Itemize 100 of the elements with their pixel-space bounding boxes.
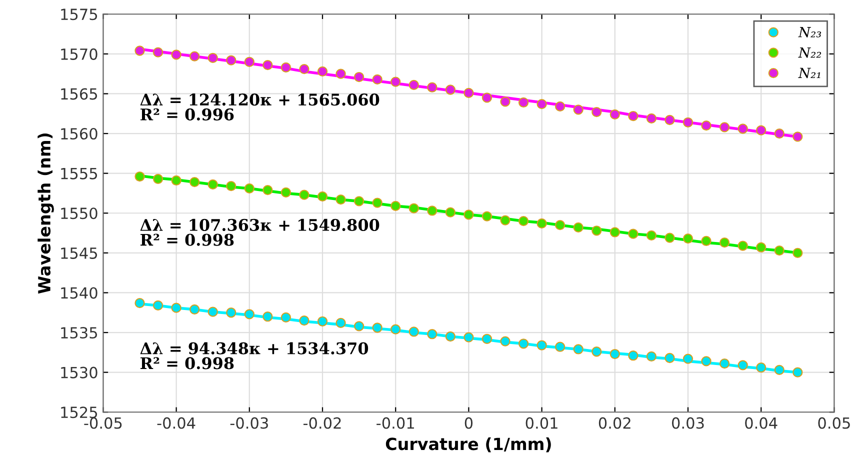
x-tick-label: 0.03 <box>672 417 704 429</box>
point <box>756 362 766 373</box>
point <box>719 122 730 132</box>
point <box>664 352 675 364</box>
point <box>208 52 218 63</box>
point <box>226 55 236 66</box>
point <box>408 326 419 337</box>
x-tick-label: -0.02 <box>303 417 341 429</box>
point <box>518 97 529 108</box>
point <box>427 206 438 216</box>
point <box>536 218 547 229</box>
point <box>592 226 602 236</box>
point <box>354 72 364 82</box>
point <box>774 245 784 256</box>
point <box>372 198 382 208</box>
legend-label: N₂₂ <box>798 47 822 58</box>
point <box>500 96 510 107</box>
point <box>226 180 236 192</box>
point <box>427 82 438 92</box>
x-tick-label: -0.03 <box>230 417 268 429</box>
point <box>500 215 510 226</box>
point <box>171 50 182 60</box>
point <box>719 238 730 248</box>
point <box>756 242 766 252</box>
y-tick-label: 1560 <box>61 128 98 140</box>
point <box>390 200 401 212</box>
point <box>317 316 328 326</box>
legend-label: N₂₁ <box>798 68 820 78</box>
point <box>336 318 346 328</box>
point <box>244 309 254 320</box>
point <box>464 210 474 220</box>
point <box>280 187 292 198</box>
point <box>701 356 712 366</box>
point <box>774 364 784 376</box>
point <box>317 191 328 202</box>
x-tick-label: -0.05 <box>84 417 122 429</box>
point <box>336 194 346 205</box>
point <box>464 332 474 342</box>
y-tick-label: 1545 <box>61 248 98 259</box>
point <box>280 62 292 73</box>
point <box>792 132 803 142</box>
point <box>682 117 694 128</box>
x-tick-label: -0.01 <box>376 417 414 429</box>
point <box>244 56 254 67</box>
point <box>738 240 748 251</box>
point <box>482 334 492 344</box>
y-tick-label: 1530 <box>61 366 98 378</box>
point <box>664 114 675 126</box>
point <box>610 348 620 360</box>
point <box>445 207 456 218</box>
point <box>701 236 712 246</box>
point <box>372 74 382 84</box>
point <box>280 312 292 322</box>
point <box>628 228 638 239</box>
x-tick-label: 0.02 <box>598 417 630 429</box>
point <box>628 350 638 361</box>
point <box>134 171 145 182</box>
point <box>190 304 200 315</box>
point <box>152 300 164 311</box>
point <box>445 331 456 342</box>
point <box>408 203 419 214</box>
annotation: Δλ = 94.348κ + 1534.370 R² = 0.998 <box>140 342 368 370</box>
x-tick-label: 0 <box>464 417 473 429</box>
annotation: Δλ = 107.363κ + 1549.800 R² = 0.998 <box>140 218 380 246</box>
point <box>555 101 566 112</box>
point <box>171 302 182 313</box>
y-tick-label: 1570 <box>61 48 98 60</box>
point <box>152 47 164 58</box>
point <box>518 216 529 226</box>
point <box>774 128 784 139</box>
point <box>792 367 803 378</box>
x-tick-label: 0.01 <box>526 417 558 429</box>
point <box>390 76 401 87</box>
point <box>299 190 310 200</box>
point <box>445 84 456 95</box>
x-tick-label: -0.04 <box>157 417 196 429</box>
point <box>573 344 584 354</box>
point <box>628 110 638 122</box>
point <box>354 321 364 332</box>
point <box>208 306 218 317</box>
point <box>226 308 236 318</box>
point <box>262 184 273 196</box>
y-tick-label: 1575 <box>61 8 98 20</box>
point <box>500 336 510 346</box>
y-tick-label: 1540 <box>61 287 98 299</box>
y-axis-title: Wavelength (nm) <box>38 134 54 294</box>
point <box>208 179 218 190</box>
point <box>171 175 182 186</box>
point <box>262 60 273 70</box>
point <box>464 88 474 98</box>
point <box>646 351 657 362</box>
point <box>299 316 310 326</box>
point <box>299 64 310 74</box>
point <box>190 177 200 188</box>
point <box>372 322 382 333</box>
point <box>573 104 584 115</box>
annotation: Δλ = 124.120κ + 1565.060 R² = 0.996 <box>140 94 380 120</box>
y-tick-label: 1555 <box>61 168 98 180</box>
y-tick-label: 1550 <box>61 208 98 220</box>
point <box>682 354 694 364</box>
